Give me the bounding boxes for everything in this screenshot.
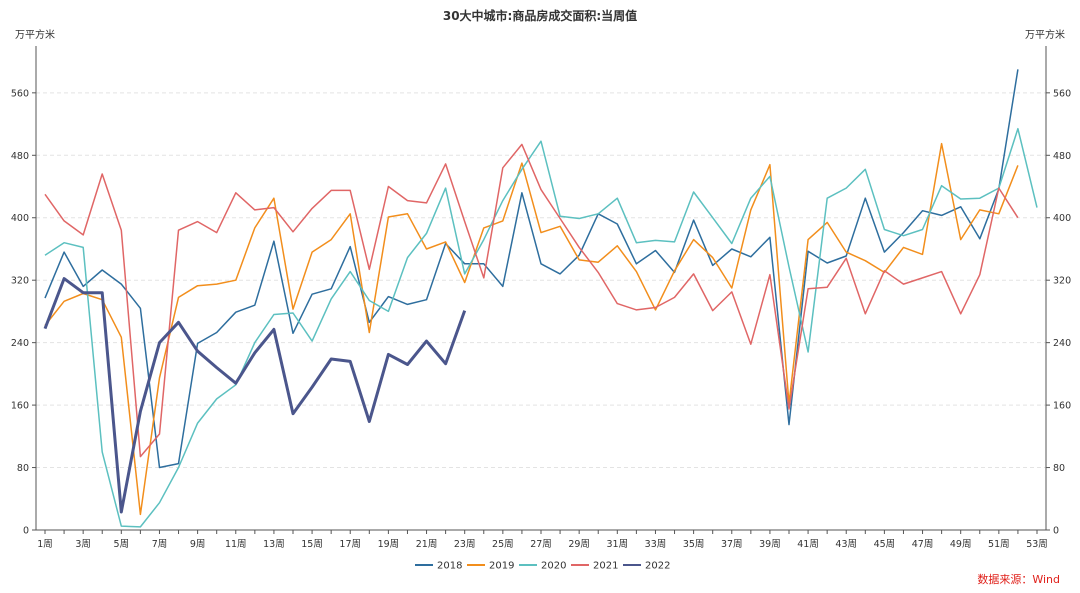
x-tick-label: 53周	[1026, 539, 1048, 550]
y-tick-label-right: 80	[1053, 463, 1065, 474]
x-tick-label: 3周	[75, 539, 91, 550]
x-tick-label: 27周	[530, 539, 552, 550]
x-tick-label: 49周	[950, 539, 972, 550]
y-tick-label-right: 240	[1053, 338, 1071, 349]
series-lines	[43, 69, 1038, 528]
x-tick-label: 31周	[607, 539, 629, 550]
y-tick-label-left: 560	[11, 88, 29, 99]
y-tick-label-left: 0	[23, 526, 29, 537]
x-tick-label: 41周	[797, 539, 819, 550]
x-tick-label: 13周	[263, 539, 285, 550]
x-tick-label: 9周	[190, 539, 206, 550]
y-tick-label-left: 320	[11, 276, 29, 287]
legend-label-2019: 2019	[489, 561, 514, 572]
chart-title: 30大中城市:商品房成交面积:当周值	[443, 8, 637, 23]
x-tick-label: 51周	[988, 539, 1010, 550]
x-tick-label: 43周	[835, 539, 857, 550]
x-tick-label: 15周	[301, 539, 323, 550]
x-tick-label: 1周	[37, 539, 53, 550]
y-tick-label-left: 80	[17, 463, 29, 474]
data-source-label: 数据来源：Wind	[977, 572, 1060, 586]
y-tick-label-right: 480	[1053, 151, 1071, 162]
x-tick-label: 21周	[416, 539, 438, 550]
y-tick-label-left: 400	[11, 213, 29, 224]
series-line-2022	[43, 277, 467, 514]
legend: 2018 2019 2020 2021 2022	[415, 561, 670, 572]
x-tick-label: 29周	[568, 539, 590, 550]
x-tick-label: 37周	[721, 539, 743, 550]
y-tick-label-right: 320	[1053, 276, 1071, 287]
y-tick-label-left: 480	[11, 151, 29, 162]
y-axis-unit-left: 万平方米	[15, 28, 55, 41]
legend-label-2018: 2018	[437, 561, 462, 572]
y-tick-label-right: 560	[1053, 88, 1071, 99]
y-tick-label-left: 160	[11, 401, 29, 412]
y-tick-label-right: 160	[1053, 401, 1071, 412]
legend-label-2020: 2020	[541, 561, 566, 572]
y-axis-unit-right: 万平方米	[1025, 28, 1065, 41]
y-tick-label-right: 0	[1053, 526, 1059, 537]
series-line-2019	[44, 142, 1019, 516]
x-tick-label: 5周	[114, 539, 130, 550]
legend-label-2021: 2021	[593, 561, 618, 572]
x-tick-label: 47周	[912, 539, 934, 550]
series-line-2021	[44, 143, 1019, 458]
grid-lines	[36, 92, 1046, 469]
x-tick-label: 45周	[874, 539, 896, 550]
legend-label-2022: 2022	[645, 561, 670, 572]
axes: 0 0 80 80 160 160 240 240 320 320 400 400 480 480 560 5…	[11, 46, 1071, 550]
series-line-2020	[44, 127, 1038, 528]
x-tick-label: 25周	[492, 539, 514, 550]
x-tick-label: 35周	[683, 539, 705, 550]
x-tick-label: 39周	[759, 539, 781, 550]
x-tick-label: 33周	[645, 539, 667, 550]
x-tick-label: 7周	[152, 539, 168, 550]
y-tick-label-left: 240	[11, 338, 29, 349]
x-tick-label: 19周	[378, 539, 400, 550]
x-tick-label: 17周	[339, 539, 361, 550]
series-line-2018	[44, 69, 1019, 469]
y-tick-label-right: 400	[1053, 213, 1071, 224]
x-tick-label: 11周	[225, 539, 247, 550]
x-tick-label: 23周	[454, 539, 476, 550]
